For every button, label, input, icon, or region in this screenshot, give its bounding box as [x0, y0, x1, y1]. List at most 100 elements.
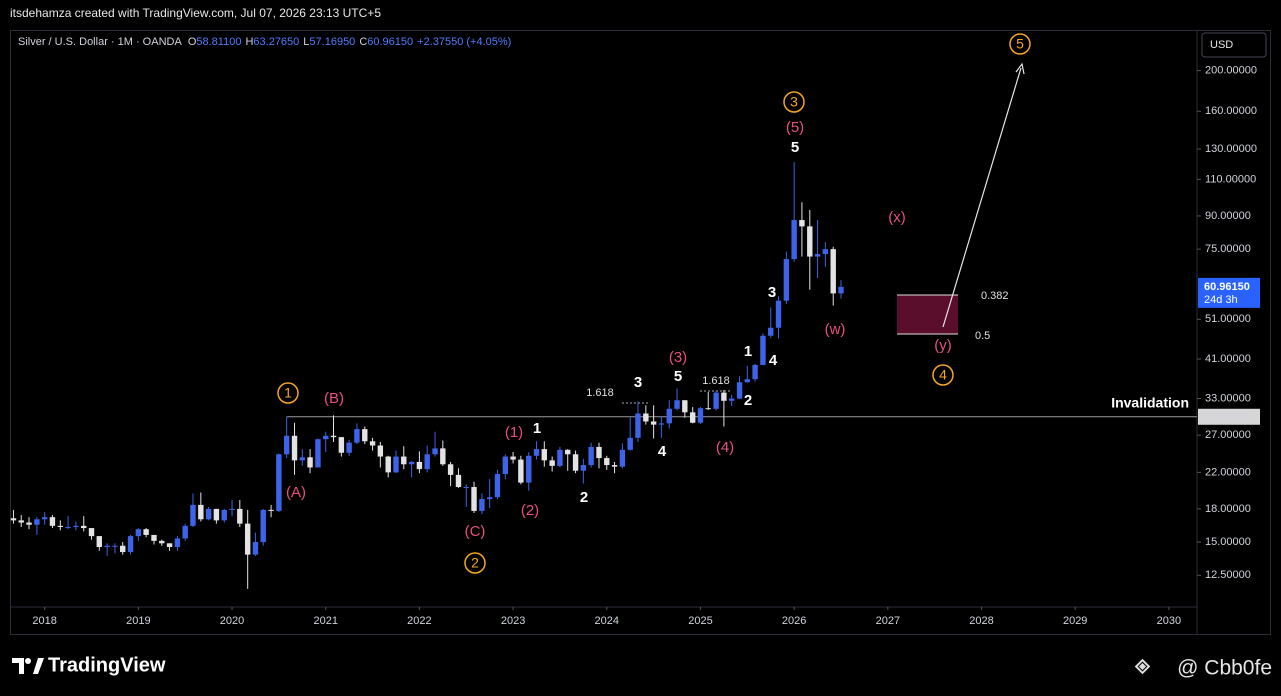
candle-body [10, 518, 17, 521]
candle-body [221, 509, 227, 521]
candle-body [174, 538, 181, 547]
wave-label: (5) [786, 119, 804, 136]
candle-body [783, 259, 790, 301]
wave-label: 3 [790, 94, 798, 110]
candle-body [41, 517, 48, 520]
wave-label: 2 [744, 392, 752, 409]
candle-body [502, 456, 509, 475]
ohlc-value: 58.81100 [196, 36, 241, 48]
x-tick-label: 2020 [220, 615, 244, 627]
wave-label: (3) [669, 349, 687, 366]
x-tick-label: 2029 [1063, 615, 1087, 627]
candle-body [580, 465, 587, 471]
candle-body [549, 460, 555, 466]
wave-circle [783, 91, 805, 113]
candle-body [518, 459, 524, 483]
candle-body [830, 249, 836, 294]
wave-circle [932, 364, 954, 386]
candle-body [533, 449, 540, 456]
candle-body [455, 474, 462, 488]
candle-body [166, 543, 173, 547]
wave-label: (y) [934, 337, 952, 354]
candle-body [346, 442, 352, 453]
candle-body [526, 455, 532, 483]
candle-body [588, 446, 594, 466]
y-tick-label: 41.00000 [1205, 353, 1251, 365]
countdown: 24d 3h [1204, 294, 1238, 306]
candle-body [447, 464, 454, 475]
candle-body [807, 226, 813, 257]
watermark: @ Cbb0fe [1177, 657, 1272, 680]
x-tick-label: 2023 [501, 615, 525, 627]
wave-label: (A) [286, 484, 306, 501]
watermark-icon [1134, 658, 1151, 675]
wave-label: (C) [465, 523, 486, 540]
wave-label: 2 [471, 555, 479, 571]
candle-body [198, 504, 204, 520]
wave-label: (2) [521, 502, 539, 519]
invalidation-text: Invalidation [1111, 394, 1189, 410]
wave-circle [464, 552, 486, 574]
candle-body [143, 529, 149, 535]
candle-body [362, 429, 368, 442]
candle-body [291, 435, 298, 461]
candle-body [104, 545, 110, 547]
ohlc-value: 63.27650 [253, 36, 299, 48]
candle-body [81, 525, 87, 529]
currency: USD [1210, 39, 1233, 51]
wave-label: 1 [284, 385, 292, 401]
wave-label: 5 [674, 368, 682, 385]
wave-label: 2 [580, 489, 588, 506]
x-tick-label: 2024 [595, 615, 619, 627]
candle-body [190, 504, 196, 526]
candle-body [768, 327, 774, 336]
candle-body [635, 413, 641, 438]
candle-body [26, 522, 32, 525]
y-tick-label: 110.00000 [1205, 173, 1256, 185]
wave-label: 3 [768, 284, 776, 301]
candle-body [276, 454, 282, 511]
candle-body [73, 525, 79, 527]
wave-label: (4) [716, 439, 734, 456]
y-tick-label: 12.50000 [1205, 569, 1251, 581]
y-tick-label: 200.00000 [1205, 65, 1257, 77]
wave-label: 4 [939, 367, 947, 383]
candle-body [65, 526, 71, 528]
currency-box[interactable] [1201, 32, 1267, 58]
candle-body [713, 392, 719, 409]
candle-body [799, 220, 805, 227]
invalidation-price-box [1198, 408, 1260, 425]
candle-body [354, 429, 360, 443]
x-tick-label: 2030 [1157, 615, 1181, 627]
legend: Silver / U.S. Dollar · 1M · OANDA O58.811… [18, 36, 511, 48]
ohlc-value: 60.96150 [367, 36, 413, 48]
candle-body [604, 458, 610, 466]
candle-body [432, 448, 438, 455]
candle-body [88, 528, 95, 537]
wave-circle [277, 382, 299, 404]
candle-body [401, 456, 407, 465]
wave-label: 5 [791, 139, 799, 156]
chart-frame [10, 30, 1271, 635]
candle-body [572, 454, 579, 471]
candle-body [244, 523, 251, 555]
ohlc-key: H [245, 36, 253, 48]
change: +2.37550 (+4.05%) [417, 36, 511, 48]
candle-body [369, 441, 376, 446]
candle-body [557, 449, 563, 466]
wave-label: (x) [888, 209, 906, 226]
candle-body [416, 461, 423, 470]
candle-body [151, 534, 157, 541]
candle-body [440, 448, 446, 465]
y-tick-label: 15.00000 [1205, 536, 1251, 548]
candle-body [159, 540, 165, 544]
candle-body [408, 461, 415, 465]
wave-label: (1) [505, 424, 523, 441]
candle-body [565, 449, 571, 455]
candle-body [260, 509, 266, 543]
candle-body [299, 457, 305, 461]
candle-body [658, 423, 665, 425]
